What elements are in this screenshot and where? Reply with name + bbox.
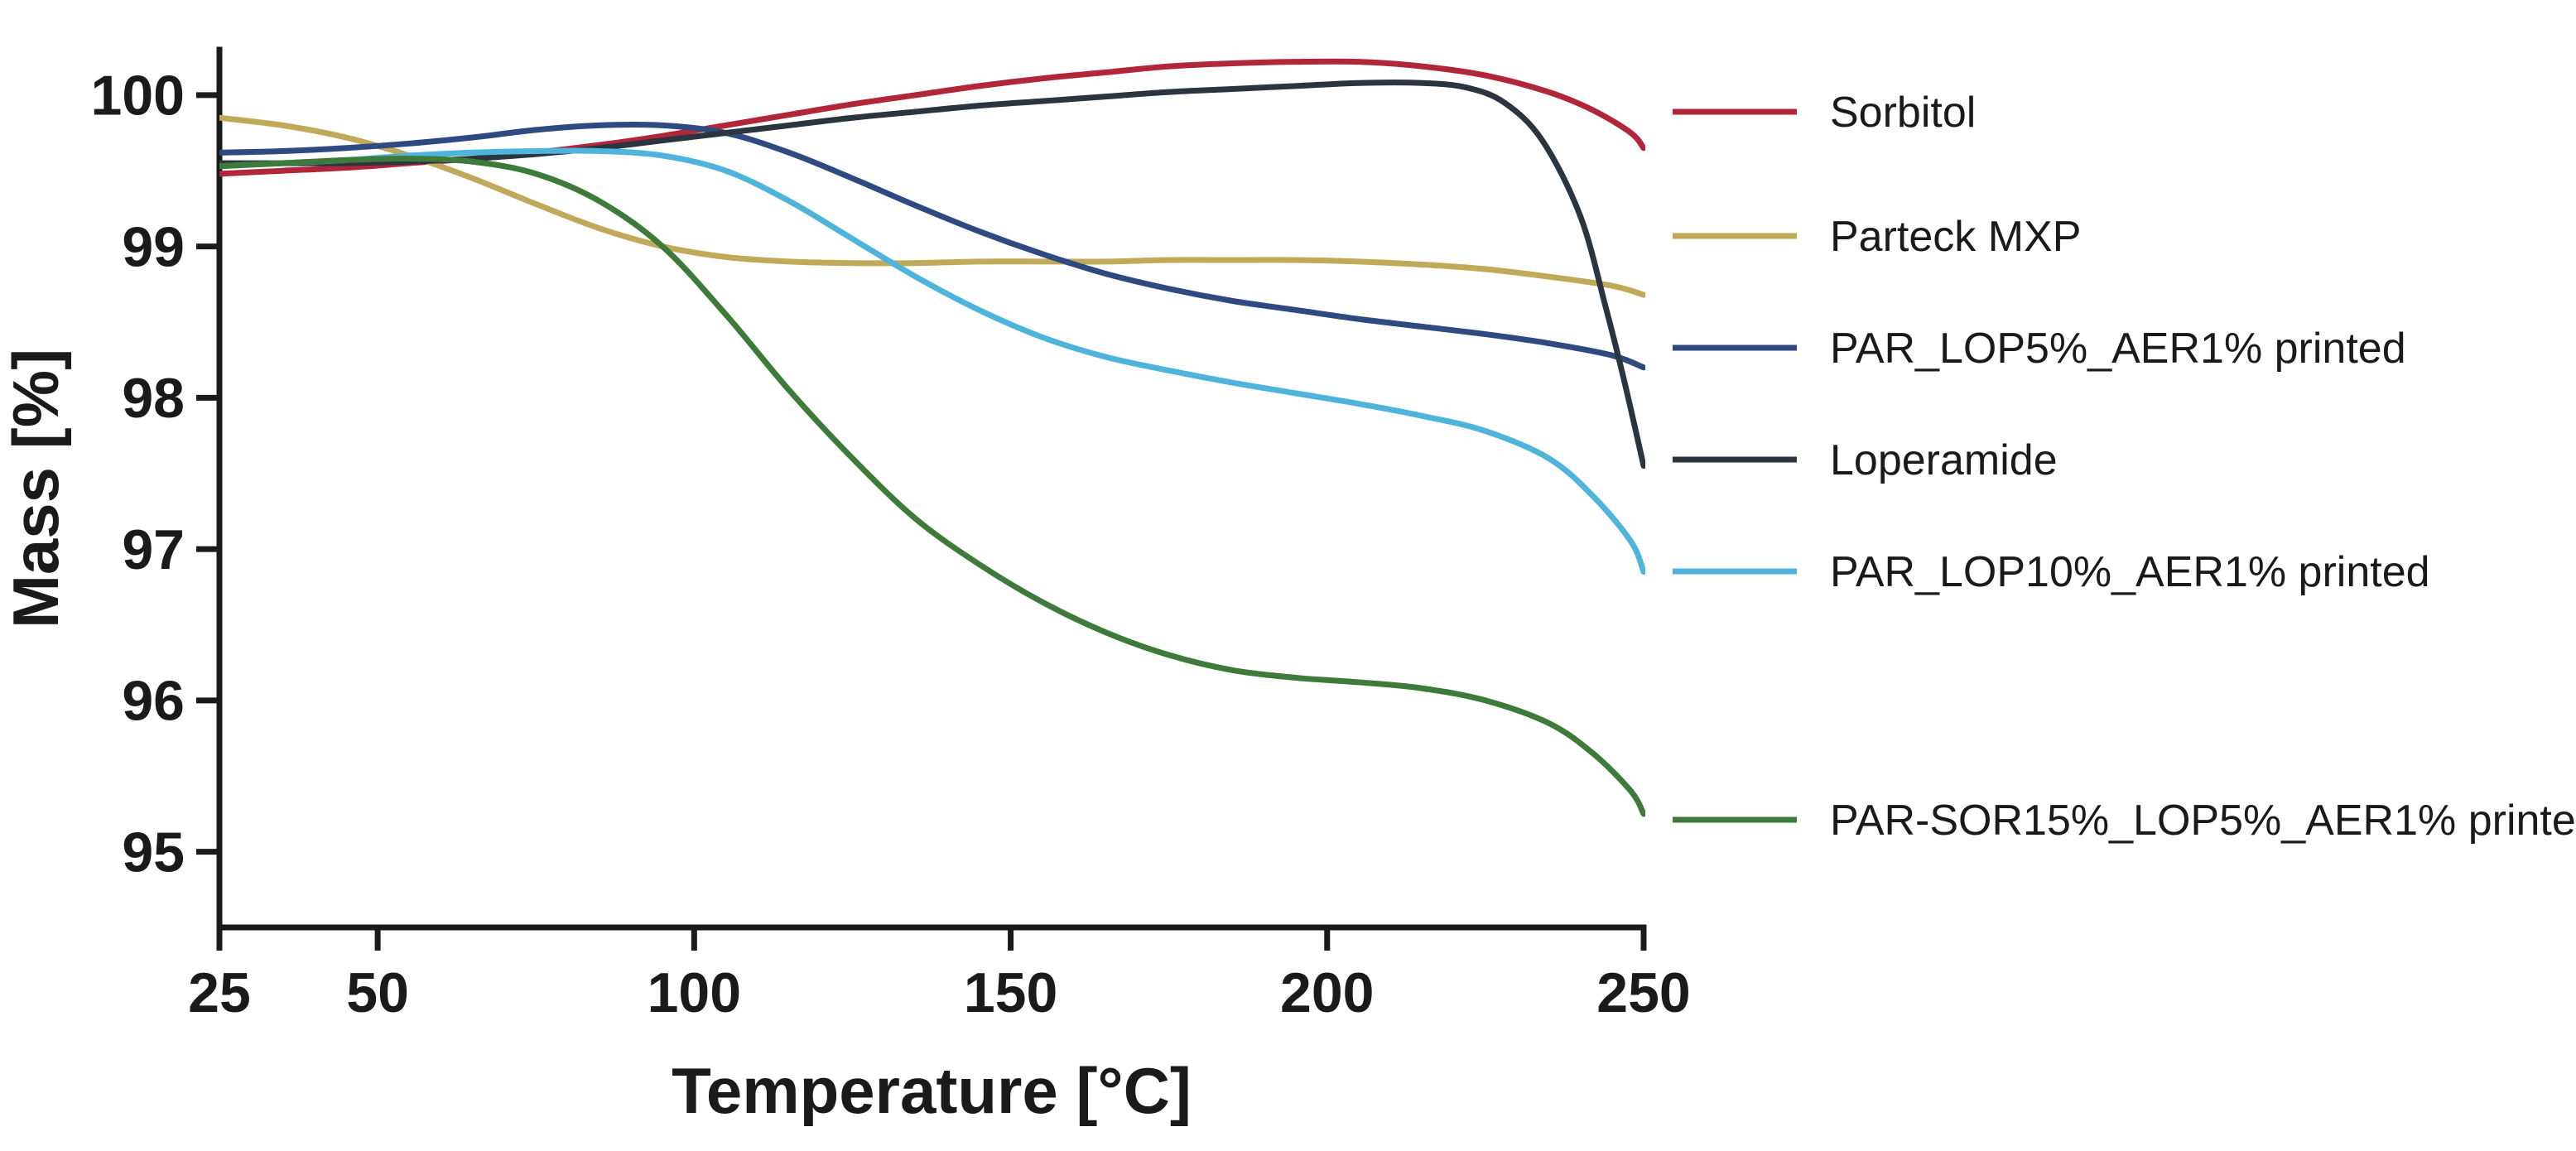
legend-label: Loperamide [1830,436,2058,484]
x-tick-label: 50 [346,961,409,1024]
legend-label: Parteck MXP [1830,213,2081,261]
legend-label: PAR_LOP5%_AER1% printed [1830,325,2406,373]
legend-label: Sorbitol [1830,89,1976,137]
y-tick-label: 97 [122,518,185,581]
y-tick-label: 100 [91,65,185,128]
y-tick-label: 95 [122,821,185,884]
y-tick-label: 98 [122,367,185,430]
y-axis-label: Mass [%] [0,349,72,628]
legend-label: PAR_LOP10%_AER1% printed [1830,548,2430,596]
legend-label: PAR-SOR15%_LOP5%_AER1% printed [1830,797,2576,845]
x-tick-label: 100 [648,961,741,1024]
x-tick-label: 250 [1596,961,1690,1024]
x-tick-label: 200 [1280,961,1374,1024]
chart-container: 25 50 100 150 200 250 95 96 97 98 99 100 Temperature… [0,0,2576,1151]
x-tick-label: 25 [188,961,251,1024]
y-tick-label: 99 [122,215,185,278]
y-tick-label: 96 [122,670,185,733]
x-tick-label: 150 [964,961,1057,1024]
tga-line-chart: 25 50 100 150 200 250 95 96 97 98 99 100 Temperature… [0,0,2576,1151]
x-axis-label: Temperature [°C] [672,1054,1192,1127]
